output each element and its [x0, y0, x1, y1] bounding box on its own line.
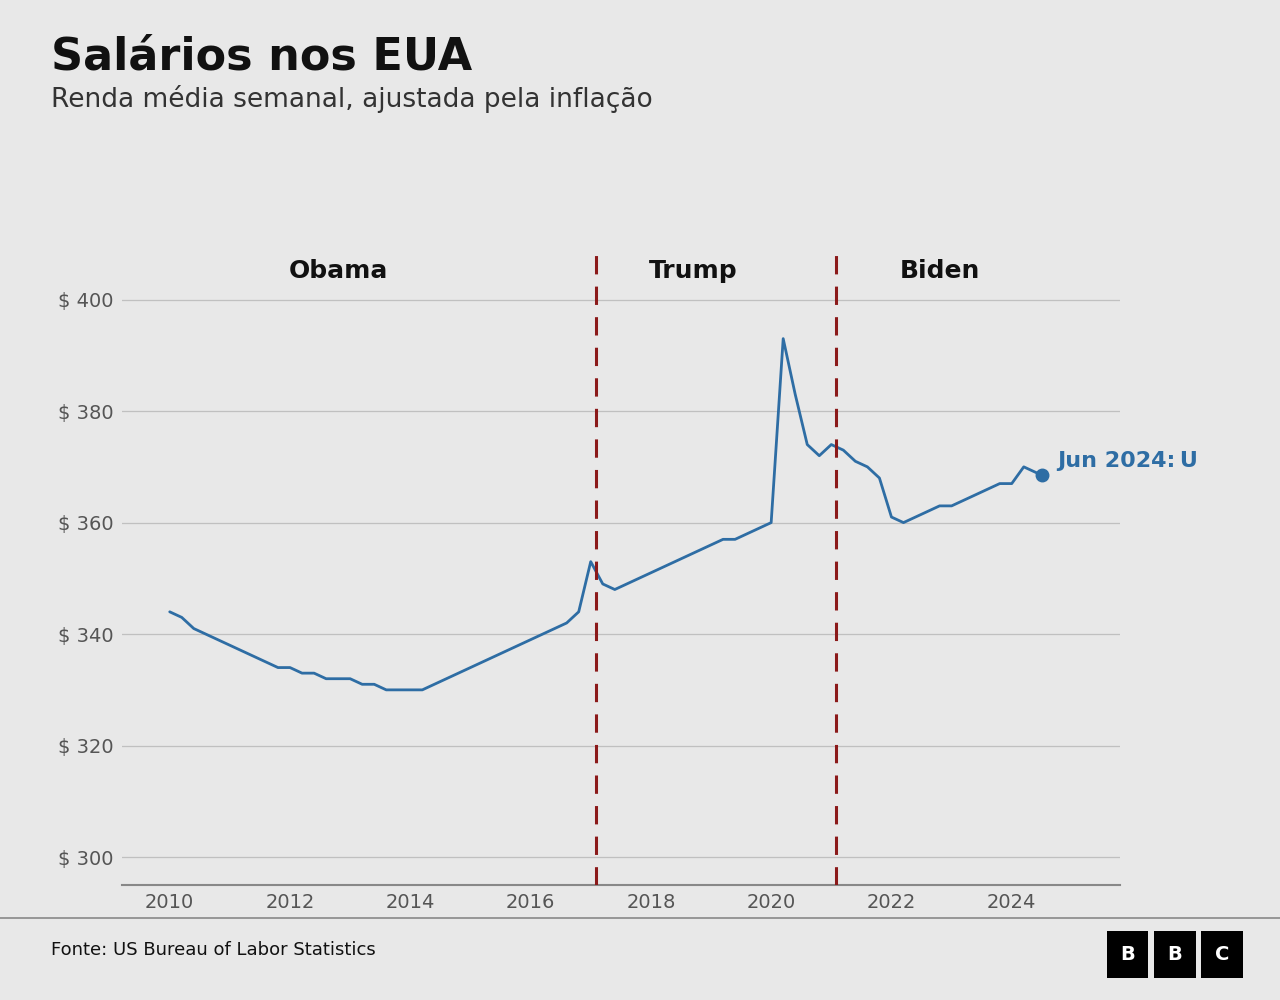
- Text: Fonte: US Bureau of Labor Statistics: Fonte: US Bureau of Labor Statistics: [51, 941, 376, 959]
- Text: B: B: [1120, 945, 1135, 964]
- Text: Salários nos EUA: Salários nos EUA: [51, 35, 472, 78]
- Text: Obama: Obama: [288, 259, 388, 283]
- FancyBboxPatch shape: [1155, 931, 1196, 978]
- FancyBboxPatch shape: [1202, 931, 1243, 978]
- Text: B: B: [1167, 945, 1183, 964]
- Text: Renda média semanal, ajustada pela inflação: Renda média semanal, ajustada pela infla…: [51, 85, 653, 113]
- Text: Trump: Trump: [649, 259, 737, 283]
- Text: C: C: [1215, 945, 1229, 964]
- Text: Biden: Biden: [900, 259, 979, 283]
- Text: Jun 2024: U: Jun 2024: U: [1057, 451, 1198, 471]
- FancyBboxPatch shape: [1107, 931, 1148, 978]
